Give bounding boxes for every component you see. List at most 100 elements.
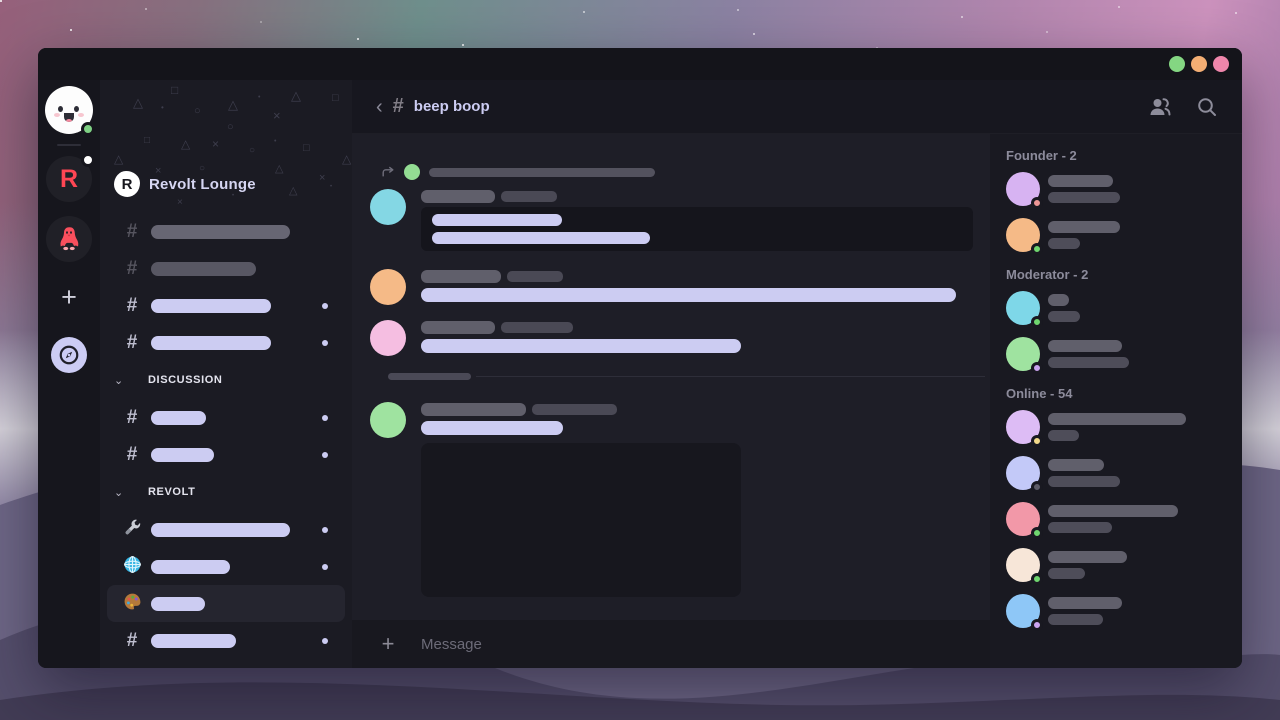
member-avatar <box>1006 502 1043 539</box>
app-body: R + <box>38 80 1242 668</box>
channel-name-bar <box>151 335 271 350</box>
server-title[interactable]: R Revolt Lounge <box>114 171 256 197</box>
quote-block <box>421 207 973 251</box>
channel-item[interactable] <box>107 585 345 622</box>
message-author-avatar[interactable] <box>370 269 406 305</box>
banner-shape: △ <box>291 88 301 103</box>
server-name: Revolt Lounge <box>149 175 256 193</box>
channel-icon-wrap <box>122 592 142 616</box>
member-row[interactable] <box>1006 502 1226 539</box>
message-author-avatar[interactable] <box>370 320 406 356</box>
channel-item[interactable]: # <box>100 250 352 287</box>
message <box>352 269 990 305</box>
add-server-button[interactable]: + <box>61 282 77 312</box>
channel-item[interactable]: # <box>100 213 352 250</box>
rail-divider <box>57 144 81 146</box>
username-bar <box>421 402 526 416</box>
member-status-dot <box>1031 573 1043 585</box>
member-status-dot <box>1031 197 1043 209</box>
timestamp-bar <box>501 190 557 202</box>
channel-item[interactable]: # <box>100 287 352 324</box>
toggle-members-button[interactable] <box>1148 96 1172 118</box>
server-banner: R Revolt Lounge △ □ • ○ △ • △ □ ○ × • □ □ △ × ○ △ △ × ○ △ × • ×… <box>100 80 352 213</box>
member-bars <box>1048 413 1186 441</box>
channel-icon-wrap: # <box>126 294 138 316</box>
channel-item[interactable] <box>100 511 352 548</box>
channel-title: beep boop <box>413 98 490 115</box>
member-avatar <box>1006 410 1043 447</box>
notification-dot <box>81 153 95 167</box>
member-row[interactable] <box>1006 218 1226 255</box>
member-row[interactable] <box>1006 337 1226 374</box>
server-icon-linux[interactable] <box>46 216 92 262</box>
category-label: DISCUSSION <box>148 374 223 386</box>
member-status-bar <box>1048 430 1079 441</box>
penguin-icon <box>60 227 79 251</box>
member-bars <box>1048 459 1120 487</box>
member-row[interactable] <box>1006 594 1226 631</box>
member-row[interactable] <box>1006 456 1226 493</box>
search-button[interactable] <box>1196 96 1218 118</box>
channel-item[interactable]: # <box>100 436 352 473</box>
username-bar <box>421 320 495 334</box>
member-row[interactable] <box>1006 410 1226 447</box>
globe-icon <box>123 555 141 573</box>
maximize-window-button[interactable] <box>1191 56 1207 72</box>
members-icon <box>1150 97 1171 115</box>
message-list <box>352 134 990 620</box>
attach-file-button[interactable]: + <box>381 631 395 656</box>
category-label: REVOLT <box>148 486 196 498</box>
channel-name-bar <box>151 410 206 425</box>
member-row[interactable] <box>1006 548 1226 585</box>
unread-indicator-dot <box>322 339 328 346</box>
member-avatar <box>1006 456 1043 493</box>
back-button[interactable]: ‹ <box>376 95 383 118</box>
message-name-row <box>421 402 990 416</box>
banner-shape: △ <box>289 185 298 197</box>
channel-item[interactable]: # <box>100 622 352 659</box>
unread-indicator-dot <box>322 526 328 533</box>
channel-icon-wrap: # <box>126 220 138 242</box>
text-placeholder-bar <box>421 339 741 353</box>
close-window-button[interactable] <box>1213 56 1229 72</box>
channel-icon-wrap: # <box>126 257 138 279</box>
category-header-revolt[interactable]: ⌄ REVOLT <box>100 473 352 511</box>
channel-item[interactable]: # <box>100 324 352 361</box>
reply-reference[interactable] <box>352 164 990 180</box>
message-input-placeholder[interactable]: Message <box>421 635 482 653</box>
member-status-bar <box>1048 192 1120 203</box>
user-avatar[interactable] <box>45 86 95 136</box>
message-name-row <box>421 269 990 283</box>
username-bar <box>421 189 495 203</box>
message-composer[interactable]: + Message <box>352 620 990 668</box>
member-status-bar <box>1048 311 1080 322</box>
message-author-avatar[interactable] <box>370 402 406 438</box>
member-row[interactable] <box>1006 172 1226 209</box>
mascot-eye <box>58 106 63 112</box>
role-section-label: Founder - 2 <box>1006 148 1077 163</box>
discover-button[interactable] <box>51 337 87 373</box>
member-bars <box>1048 505 1178 533</box>
window-titlebar <box>38 48 1242 80</box>
member-name-bar <box>1048 413 1186 425</box>
member-avatar <box>1006 291 1043 328</box>
member-row[interactable] <box>1006 291 1226 328</box>
server-icon-revolt[interactable]: R <box>46 153 95 202</box>
category-header-discussion[interactable]: ⌄ DISCUSSION <box>100 361 352 399</box>
message-author-avatar[interactable] <box>370 189 406 225</box>
member-status-bar <box>1048 614 1103 625</box>
channel-item[interactable] <box>100 548 352 585</box>
channel-item[interactable]: # <box>100 399 352 436</box>
channel-icon-wrap: # <box>126 331 138 353</box>
timestamp-bar <box>501 321 573 333</box>
channel-icon-wrap: # <box>126 443 138 465</box>
banner-shape: ○ <box>249 145 256 156</box>
member-status-dot <box>1031 435 1043 447</box>
server-logo: R <box>114 171 140 197</box>
minimize-window-button[interactable] <box>1169 56 1185 72</box>
banner-shape: • <box>330 184 333 190</box>
member-name-bar <box>1048 597 1122 609</box>
attachment-placeholder[interactable] <box>421 443 741 597</box>
member-bars <box>1048 597 1122 625</box>
hash-icon: # <box>392 95 404 117</box>
